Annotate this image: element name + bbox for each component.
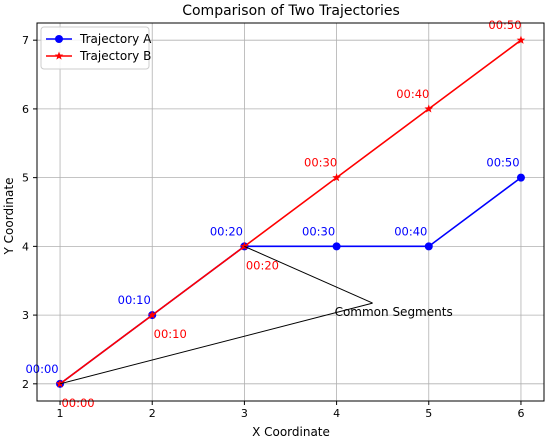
x-tick-label: 2 (149, 407, 156, 420)
chart-title: Comparison of Two Trajectories (182, 3, 400, 19)
data-point (516, 173, 525, 182)
legend-box (40, 26, 150, 70)
point-label-b: 00:30 (304, 156, 337, 170)
common-segments-annotation: Common Segments (59, 245, 453, 385)
x-tick-label: 1 (57, 407, 64, 420)
data-point (424, 104, 434, 113)
plot-frame (36, 22, 545, 402)
y-tick-label: 2 (22, 378, 29, 391)
y-tick-label: 6 (22, 103, 29, 116)
series-line (59, 39, 522, 385)
point-label-a: 00:20 (210, 224, 243, 238)
data-point (147, 310, 157, 319)
y-axis-label: Y Coordinate (2, 178, 16, 256)
x-tick-label: 6 (517, 407, 524, 420)
point-label-a: 00:40 (394, 224, 427, 238)
annotation-arrow (59, 302, 373, 385)
point-label-a: 00:50 (486, 156, 519, 170)
legend: Trajectory A Trajectory B (40, 26, 152, 70)
legend-label: Trajectory A (79, 32, 152, 46)
x-tick-label: 5 (425, 407, 432, 420)
data-point (332, 242, 341, 251)
data-point (240, 241, 249, 250)
y-tick-label: 5 (22, 172, 29, 185)
y-tick-label: 3 (22, 309, 29, 322)
point-label-a: 00:30 (302, 224, 335, 238)
point-label-a: 00:00 (25, 362, 58, 376)
legend-marker (54, 51, 64, 60)
point-label-a: 00:10 (118, 293, 151, 307)
legend-item-a: Trajectory A (46, 32, 152, 46)
legend-label: Trajectory B (79, 49, 151, 63)
x-axis-label: X Coordinate (252, 425, 330, 439)
data-point (332, 173, 341, 182)
point-labels: 00:00 00:10 00:20 00:30 00:40 00:50 00:00 00:10… (25, 18, 521, 410)
y-tick-label: 4 (22, 240, 29, 253)
x-tick-label: 3 (241, 407, 248, 420)
annotation-text: Common Segments (335, 305, 453, 319)
y-tick-label: 7 (22, 34, 29, 47)
data-point (424, 242, 433, 251)
x-tick-label: 4 (333, 407, 340, 420)
series-line (59, 176, 522, 385)
point-label-b: 00:10 (154, 327, 187, 341)
legend-marker (55, 35, 63, 43)
point-label-b: 00:00 (61, 396, 94, 410)
legend-item-b: Trajectory B (46, 49, 151, 63)
point-label-b: 00:40 (396, 87, 429, 101)
axis-ticks: 1 2 3 4 5 6 2 3 4 5 6 7 (22, 34, 524, 420)
series-a (56, 173, 525, 388)
series-b (55, 35, 526, 388)
point-label-b: 00:20 (246, 258, 279, 272)
annotation-arrow (244, 245, 373, 304)
data-point (516, 35, 526, 44)
series-layer (55, 35, 526, 388)
point-label-b: 00:50 (488, 18, 521, 32)
